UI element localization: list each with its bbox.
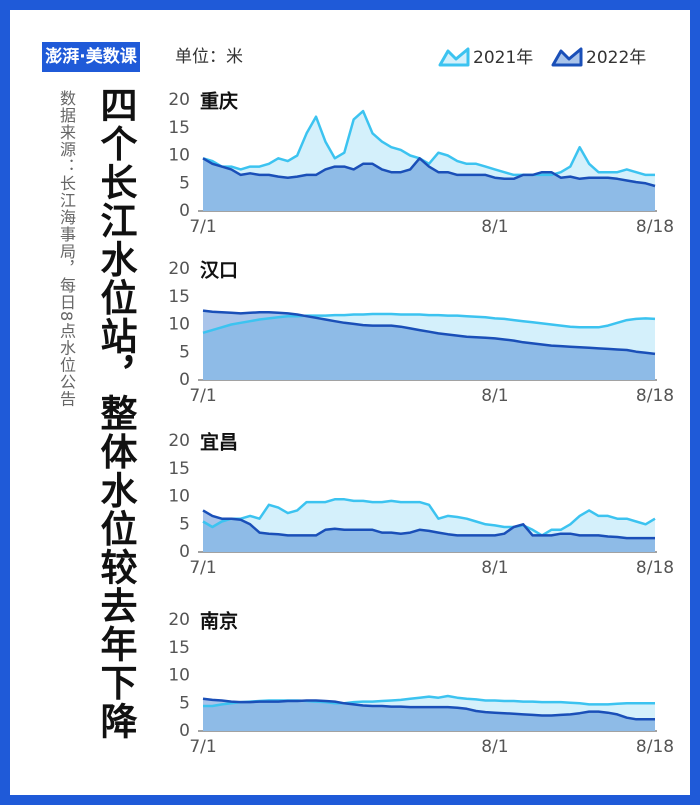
x-tick-label: 8/18 bbox=[636, 737, 674, 757]
area-fill bbox=[203, 158, 655, 211]
area-fill bbox=[203, 111, 655, 211]
y-tick-label: 10 bbox=[168, 666, 190, 686]
x-tick-label: 8/1 bbox=[481, 737, 508, 757]
title: 四个长江水位站，整体水位较去年下降 bbox=[94, 86, 137, 741]
y-tick-label: 20 bbox=[168, 259, 190, 279]
x-tick-label: 7/1 bbox=[189, 386, 216, 406]
y-tick-label: 20 bbox=[168, 431, 190, 451]
x-tick-label: 8/18 bbox=[636, 217, 674, 237]
y-tick-label: 5 bbox=[179, 173, 190, 193]
y-tick-label: 15 bbox=[168, 638, 190, 658]
panel-title: 重庆 bbox=[200, 90, 238, 113]
y-tick-label: 0 bbox=[179, 201, 190, 221]
x-tick-label: 8/1 bbox=[481, 558, 508, 578]
x-tick-label: 8/18 bbox=[636, 386, 674, 406]
logo: 澎湃·美数课 bbox=[42, 42, 140, 72]
panel-title: 汉口 bbox=[200, 260, 238, 282]
y-tick-label: 15 bbox=[168, 459, 190, 479]
source: 数据来源：长江海事局，每日8点水位公告 bbox=[57, 90, 76, 408]
legend-label: 2022年 bbox=[586, 48, 646, 68]
area-fill bbox=[203, 499, 655, 552]
legend-swatch bbox=[551, 47, 583, 67]
x-tick-label: 7/1 bbox=[189, 217, 216, 237]
line bbox=[202, 109, 655, 177]
y-tick-label: 10 bbox=[168, 146, 190, 166]
y-tick-label: 15 bbox=[168, 287, 190, 307]
line bbox=[202, 309, 656, 356]
line bbox=[202, 157, 656, 188]
y-tick-label: 5 bbox=[179, 514, 190, 534]
y-tick-label: 10 bbox=[168, 487, 190, 507]
x-tick-label: 8/1 bbox=[481, 217, 508, 237]
panel-title: 宜昌 bbox=[200, 431, 238, 454]
x-tick-label: 8/18 bbox=[636, 558, 674, 578]
line bbox=[202, 312, 656, 335]
line bbox=[202, 498, 656, 537]
panel-title: 南京 bbox=[200, 610, 238, 633]
unit: 单位：米 bbox=[175, 47, 243, 67]
y-tick-label: 0 bbox=[179, 370, 190, 390]
y-tick-label: 5 bbox=[179, 342, 190, 362]
x-tick-label: 8/1 bbox=[481, 386, 508, 406]
x-tick-label: 7/1 bbox=[189, 558, 216, 578]
area-fill bbox=[203, 310, 655, 380]
y-tick-label: 0 bbox=[179, 542, 190, 562]
area-fill bbox=[203, 698, 655, 731]
y-tick-label: 0 bbox=[179, 721, 190, 741]
y-tick-label: 20 bbox=[168, 610, 190, 630]
legend-label: 2021年 bbox=[473, 48, 533, 68]
line bbox=[202, 509, 655, 540]
y-tick-label: 15 bbox=[168, 118, 190, 138]
area-fill bbox=[203, 696, 655, 731]
y-tick-label: 20 bbox=[168, 90, 190, 110]
legend-swatch bbox=[438, 47, 470, 67]
y-tick-label: 10 bbox=[168, 315, 190, 335]
x-tick-label: 7/1 bbox=[189, 737, 216, 757]
line bbox=[202, 697, 655, 721]
area-fill bbox=[203, 314, 655, 380]
y-tick-label: 5 bbox=[179, 693, 190, 713]
